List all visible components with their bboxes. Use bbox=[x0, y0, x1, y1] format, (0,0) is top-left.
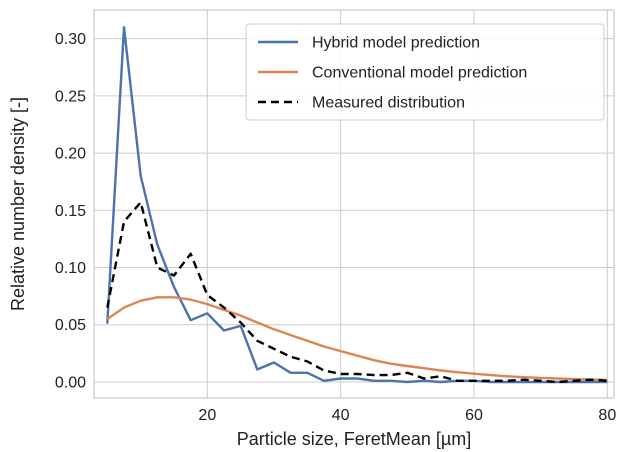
legend-label: Conventional model prediction bbox=[312, 65, 527, 82]
x-tick-label: 60 bbox=[465, 407, 483, 424]
y-tick-label: 0.25 bbox=[55, 88, 86, 105]
legend-label: Measured distribution bbox=[312, 95, 465, 112]
y-tick-label: 0.15 bbox=[55, 203, 86, 220]
series-line-1 bbox=[106, 296, 608, 382]
x-axis-label: Particle size, FeretMean [µm] bbox=[237, 429, 471, 449]
legend: Hybrid model prediction Conventional mode… bbox=[245, 23, 605, 121]
legend-box bbox=[245, 23, 605, 121]
x-tick-label: 40 bbox=[332, 407, 350, 424]
y-axis-label: Relative number density [-] bbox=[8, 97, 28, 311]
x-tick-label: 20 bbox=[198, 407, 216, 424]
y-tick-label: 0.05 bbox=[55, 317, 86, 334]
legend-label: Hybrid model prediction bbox=[312, 35, 480, 52]
series-line-2 bbox=[106, 201, 608, 384]
y-tick-label: 0.10 bbox=[55, 260, 86, 277]
y-tick-label: 0.00 bbox=[55, 374, 86, 391]
x-tick-label: 80 bbox=[598, 407, 616, 424]
plot-frame bbox=[93, 9, 615, 399]
series-line-0 bbox=[106, 26, 608, 384]
y-tick-label: 0.30 bbox=[55, 31, 86, 48]
tick-labels: 20 40 60 80 0.00 0.05 0.10 0.15 0.20 0.25 0.30 bbox=[55, 31, 616, 424]
series-group bbox=[106, 26, 608, 384]
y-tick-label: 0.20 bbox=[55, 146, 86, 163]
